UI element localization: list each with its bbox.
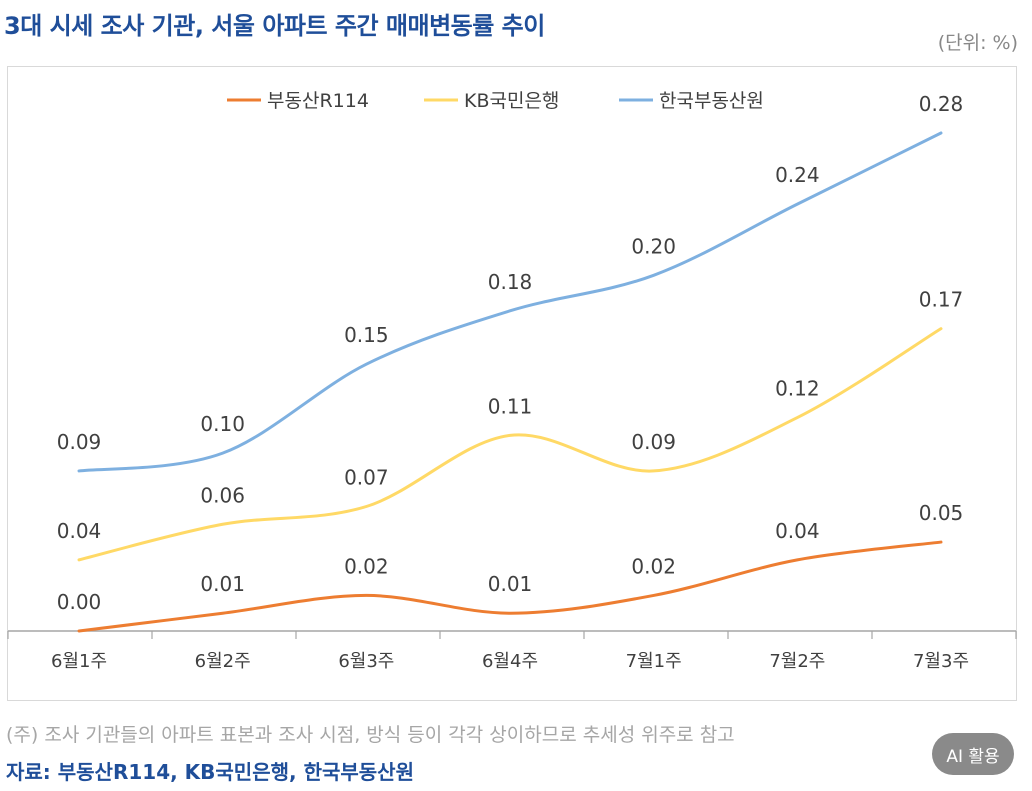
x-tick-label: 7월1주 xyxy=(626,651,682,672)
x-tick-label: 6월2주 xyxy=(195,651,251,672)
data-label: 0.02 xyxy=(631,554,676,578)
chart-legend: 부동산R114 KB국민은행 한국부동산원 xyxy=(227,90,764,112)
x-tick-label: 6월1주 xyxy=(51,651,107,672)
source-text: 자료: 부동산R114, KB국민은행, 한국부동산원 xyxy=(6,760,414,784)
data-label: 0.04 xyxy=(775,519,820,543)
data-label: 0.12 xyxy=(775,377,820,401)
data-label: 0.28 xyxy=(919,92,964,116)
data-labels: 0.00 0.01 0.02 0.01 0.02 0.04 0.05 0.04 0.06 0.07… xyxy=(57,92,964,614)
legend-label: 한국부동산원 xyxy=(659,90,764,112)
data-label: 0.00 xyxy=(57,590,102,614)
x-tick-label: 7월3주 xyxy=(913,651,969,672)
data-label: 0.09 xyxy=(631,430,676,454)
data-label: 0.10 xyxy=(200,412,245,436)
data-label: 0.02 xyxy=(344,554,389,578)
x-tick-label: 6월3주 xyxy=(338,651,394,672)
series-lines xyxy=(77,131,943,633)
data-label: 0.11 xyxy=(488,394,533,418)
data-label: 0.20 xyxy=(631,234,676,258)
data-label: 0.07 xyxy=(344,466,389,490)
legend-label: 부동산R114 xyxy=(267,90,369,112)
data-label: 0.01 xyxy=(488,572,533,596)
data-label: 0.18 xyxy=(488,270,533,294)
series-line-1 xyxy=(77,540,943,633)
data-label: 0.17 xyxy=(919,288,964,312)
x-axis: 6월1주 6월2주 6월3주 6월4주 7월1주 7월2주 7월3주 xyxy=(7,630,1017,672)
data-label: 0.06 xyxy=(200,483,245,507)
footnote: (주) 조사 기관들의 아파트 표본과 조사 시점, 방식 등이 각각 상이하므… xyxy=(6,724,735,746)
chart-frame xyxy=(7,66,1017,701)
data-label: 0.04 xyxy=(57,519,102,543)
data-label: 0.24 xyxy=(775,163,820,187)
data-label: 0.09 xyxy=(57,430,102,454)
x-tick-label: 7월2주 xyxy=(769,651,825,672)
series-line-2 xyxy=(77,327,943,562)
unit-label: (단위: %) xyxy=(937,32,1018,54)
ai-assist-button[interactable]: AI 활용 xyxy=(932,733,1014,775)
series-line-3 xyxy=(77,131,943,473)
legend-label: KB국민은행 xyxy=(464,90,559,112)
data-label: 0.15 xyxy=(344,323,389,347)
data-label: 0.01 xyxy=(200,572,245,596)
x-tick-label: 6월4주 xyxy=(482,651,538,672)
chart-title: 3대 시세 조사 기관, 서울 아파트 주간 매매변동률 추이 xyxy=(4,12,545,40)
data-label: 0.05 xyxy=(919,501,964,525)
